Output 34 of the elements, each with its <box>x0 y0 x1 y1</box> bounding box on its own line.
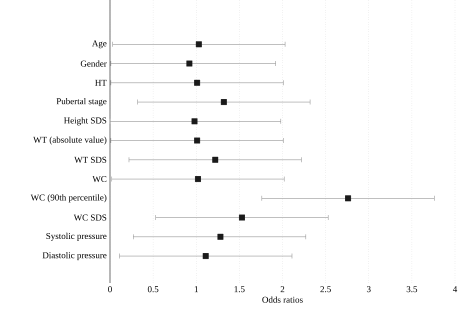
y-tick-label: WT (absolute value) <box>33 136 106 145</box>
point <box>345 195 352 202</box>
x-tick-label: 1 <box>194 286 198 292</box>
point <box>217 234 224 240</box>
point <box>212 156 218 163</box>
y-tick-label: WC <box>92 176 106 182</box>
point <box>194 138 200 144</box>
y-tick-label: WT SDS <box>74 156 106 163</box>
y-tick-label: Gender <box>80 60 107 67</box>
x-tick-label: 3.5 <box>406 286 418 292</box>
x-axis-title: Odds ratios <box>262 296 303 303</box>
y-tick-label: HT <box>95 80 107 86</box>
point <box>220 99 227 106</box>
point <box>194 176 201 182</box>
x-tick-label: 3 <box>366 286 371 292</box>
point <box>186 60 192 67</box>
point <box>202 253 209 260</box>
point <box>196 41 202 48</box>
x-tick-label: 1.5 <box>234 286 245 292</box>
point <box>238 214 245 221</box>
x-tick-label: 2 <box>280 286 284 292</box>
y-tick-label: Systolic pressure <box>46 232 106 241</box>
point <box>192 118 198 124</box>
x-tick-label: 2.5 <box>320 286 331 292</box>
y-tick-label: Age <box>92 40 107 48</box>
x-tick-label: 4 <box>452 286 458 292</box>
y-tick-label: WC SDS <box>74 214 106 221</box>
x-tick-label: 0.5 <box>148 286 158 292</box>
y-tick-label: Pubertal stage <box>56 98 106 106</box>
y-tick-label: WC (90th percentile) <box>30 194 106 202</box>
x-tick-label: 0 <box>108 286 112 292</box>
y-tick-label: Diastolic pressure <box>42 252 106 260</box>
y-tick-label: Height SDS <box>64 117 106 126</box>
point <box>194 80 200 86</box>
